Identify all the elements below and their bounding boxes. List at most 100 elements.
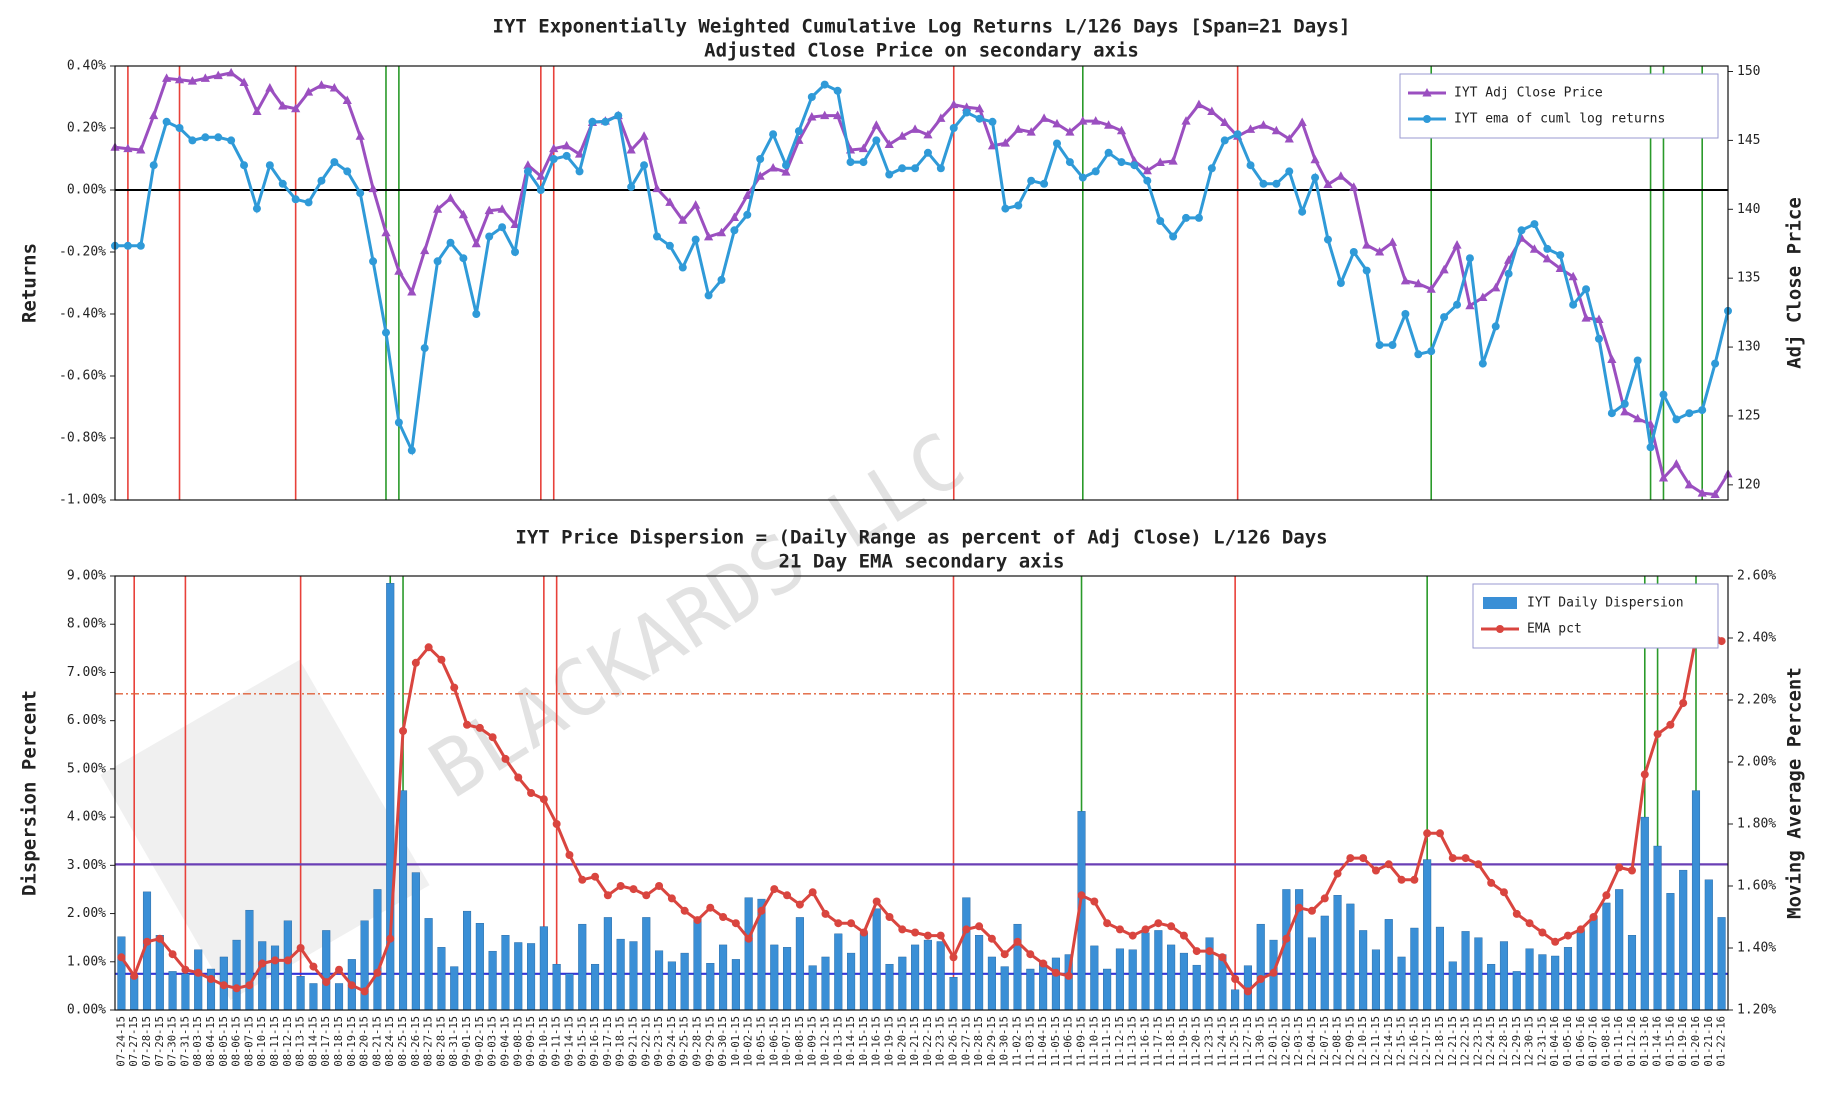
x-tick-label: 12-16-15 xyxy=(1408,1016,1420,1067)
x-tick-label: 12-07-15 xyxy=(1319,1016,1331,1067)
point xyxy=(1671,459,1681,468)
bar xyxy=(1691,790,1701,1011)
point xyxy=(1568,271,1578,281)
bar xyxy=(642,917,651,1011)
bar xyxy=(296,976,305,1011)
point xyxy=(706,903,715,912)
bar xyxy=(1640,816,1649,1011)
point xyxy=(1346,854,1355,863)
point xyxy=(1156,217,1165,225)
y-tick-label: 2.00% xyxy=(67,906,106,921)
x-tick-label: 10-27-15 xyxy=(960,1016,972,1067)
point xyxy=(386,934,395,943)
y2-tick-label: 140 xyxy=(1737,202,1760,217)
x-tick-label: 08-11-15 xyxy=(269,1016,281,1067)
point xyxy=(1218,953,1227,962)
point xyxy=(1646,443,1655,452)
x-tick-label: 12-04-15 xyxy=(1306,1016,1318,1067)
bar xyxy=(398,790,408,1011)
point xyxy=(1581,313,1591,322)
x-tick-label: 09-24-15 xyxy=(666,1016,678,1067)
x-tick-label: 09-15-15 xyxy=(576,1016,588,1067)
point xyxy=(846,158,855,167)
x-tick-label: 09-04-15 xyxy=(499,1016,511,1067)
point xyxy=(795,900,804,909)
point xyxy=(627,182,636,191)
bar xyxy=(463,910,472,1011)
point xyxy=(1091,167,1100,176)
point xyxy=(1362,266,1371,275)
point xyxy=(278,179,287,188)
bar xyxy=(591,963,600,1011)
point xyxy=(188,136,197,145)
point xyxy=(1116,125,1127,135)
bar xyxy=(411,872,420,1011)
bar xyxy=(539,926,548,1011)
x-tick-label: 10-28-15 xyxy=(973,1016,985,1067)
point xyxy=(1167,922,1176,931)
point xyxy=(962,925,971,934)
point xyxy=(523,160,533,169)
point xyxy=(834,919,843,928)
bar xyxy=(373,889,382,1011)
bar xyxy=(1474,937,1483,1011)
x-tick-label: 10-21-15 xyxy=(909,1016,921,1067)
x-tick-label: 08-18-15 xyxy=(333,1016,345,1067)
point xyxy=(303,87,314,96)
x-tick-label: 08-10-15 xyxy=(256,1016,268,1067)
x-tick-label: 07-27-15 xyxy=(128,1016,140,1067)
bar xyxy=(1026,968,1035,1011)
point xyxy=(232,984,241,993)
y2-tick-label: 1.60% xyxy=(1737,879,1776,894)
point xyxy=(731,919,740,928)
point xyxy=(1435,829,1444,838)
series-points xyxy=(117,624,1726,996)
bar xyxy=(1103,968,1112,1011)
point xyxy=(1026,950,1035,959)
point xyxy=(730,226,739,235)
bar xyxy=(1563,947,1573,1011)
x-tick-label: 07-29-15 xyxy=(154,1016,166,1067)
point xyxy=(1563,931,1572,940)
x-tick-label: 10-26-15 xyxy=(948,1016,960,1067)
bar xyxy=(1717,917,1726,1011)
point xyxy=(1659,390,1668,399)
x-tick-label: 11-02-15 xyxy=(1012,1016,1024,1067)
bar xyxy=(1013,923,1022,1011)
point xyxy=(1013,937,1022,946)
logo-block xyxy=(100,659,430,1001)
point xyxy=(1284,134,1294,143)
bar xyxy=(194,949,203,1011)
x-tick-label: 11-12-15 xyxy=(1114,1016,1126,1067)
point xyxy=(1207,164,1216,173)
x-tick-label: 01-07-16 xyxy=(1588,1016,1600,1067)
point xyxy=(693,916,702,925)
point xyxy=(770,885,779,894)
point xyxy=(833,86,842,95)
point xyxy=(136,241,145,250)
bar xyxy=(475,923,484,1011)
series-points xyxy=(111,80,1732,455)
point xyxy=(898,925,907,934)
point xyxy=(1220,117,1230,126)
point xyxy=(1168,156,1178,165)
point xyxy=(1320,894,1329,903)
x-tick-label: 09-08-15 xyxy=(512,1016,524,1067)
point xyxy=(181,965,190,974)
point xyxy=(1538,928,1547,937)
point xyxy=(227,136,236,145)
y2-tick-label: 1.40% xyxy=(1737,941,1776,956)
point xyxy=(1684,479,1694,489)
point xyxy=(200,73,210,82)
plot-frame xyxy=(114,65,1729,501)
point xyxy=(214,133,223,142)
point xyxy=(485,232,494,241)
point xyxy=(691,200,701,209)
point xyxy=(549,155,558,163)
bar xyxy=(488,950,497,1011)
point xyxy=(1384,860,1393,869)
bar xyxy=(1487,963,1496,1011)
bar xyxy=(693,918,702,1011)
bar xyxy=(1000,966,1009,1011)
